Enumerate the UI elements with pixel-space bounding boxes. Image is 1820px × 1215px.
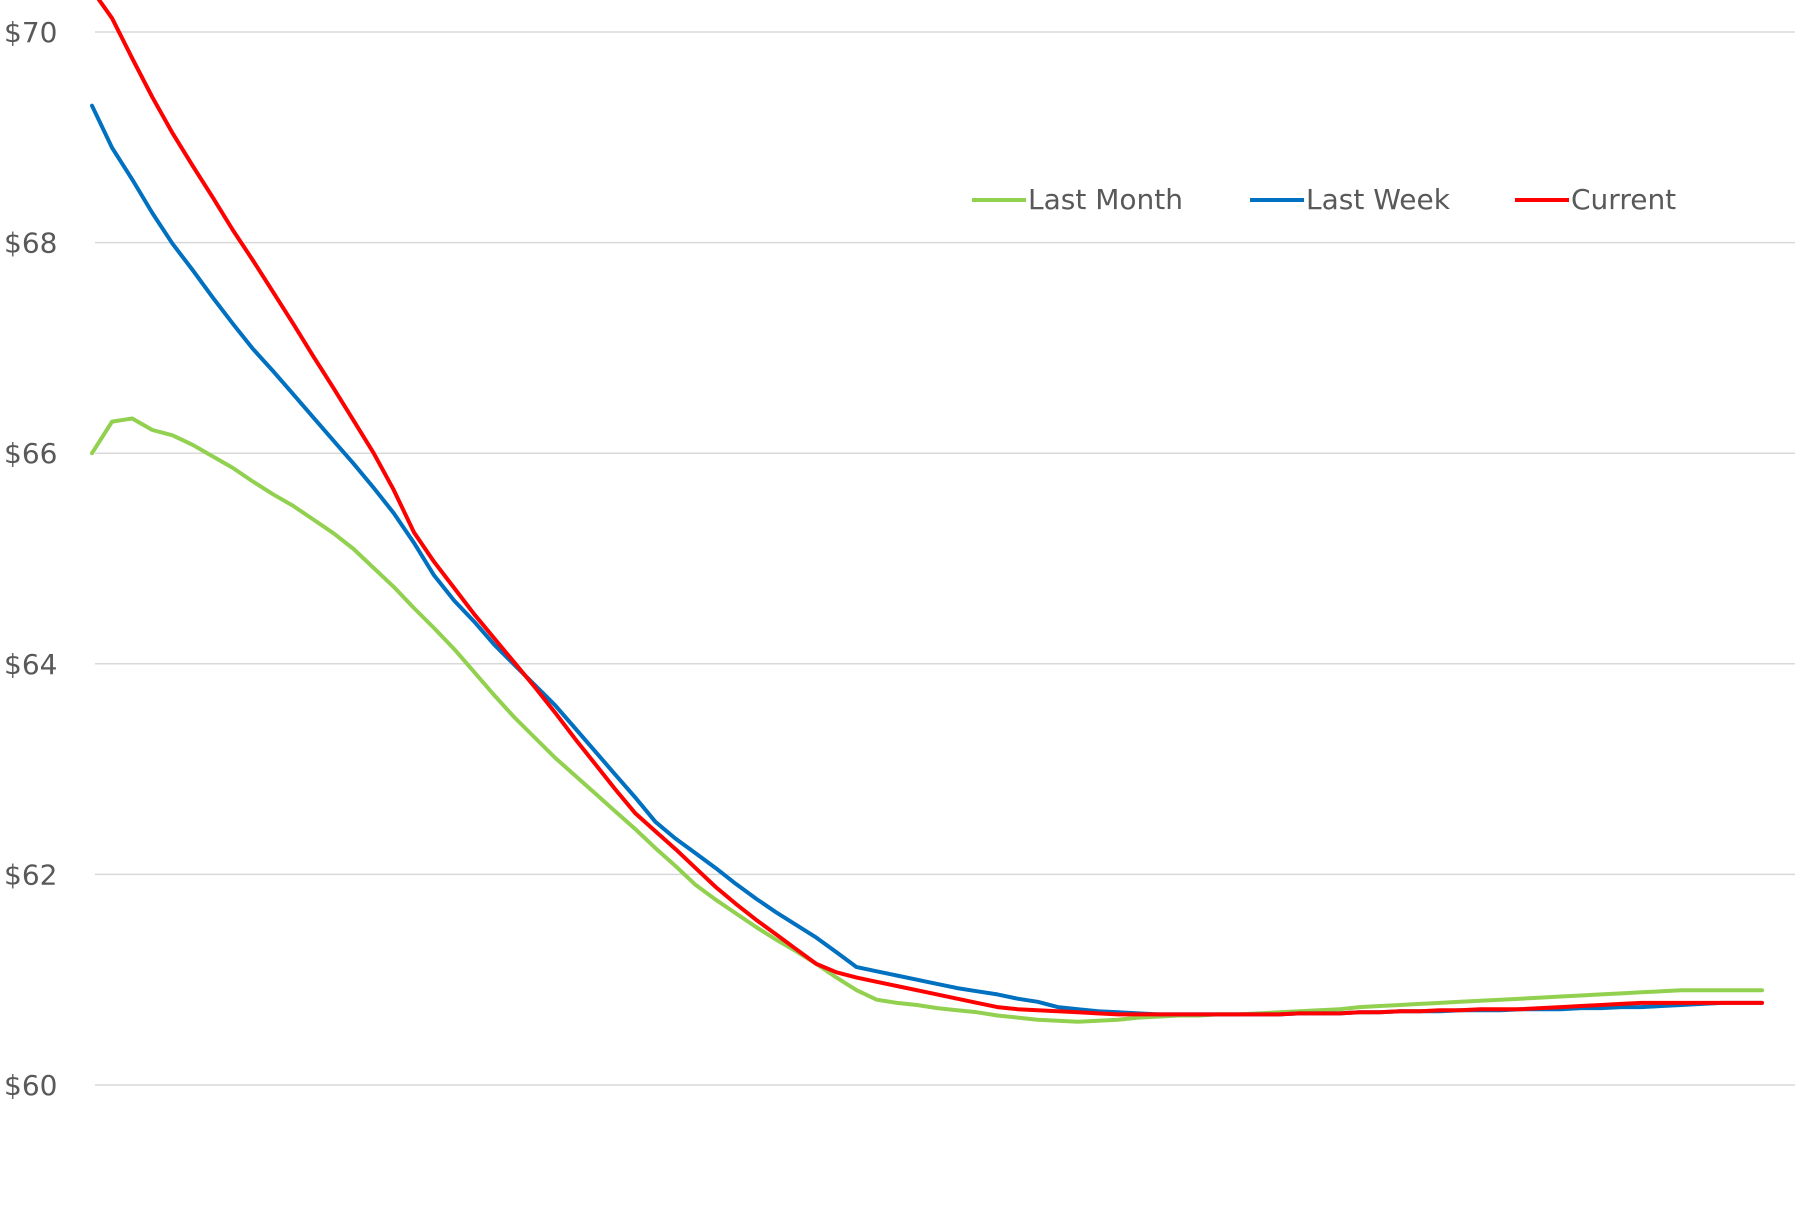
y-tick-label: $62: [4, 858, 57, 891]
y-tick-label: $64: [4, 648, 57, 681]
series-lines: [90, 0, 1764, 1024]
y-tick-label: $60: [4, 1069, 57, 1102]
gridlines: [95, 31, 1795, 1086]
y-tick-label: $68: [4, 227, 57, 260]
y-tick-label: $66: [4, 437, 57, 470]
y-tick-label: $70: [4, 16, 57, 49]
y-axis-tick-labels: $60 $62 $64 $66 $68 $70: [4, 16, 57, 1102]
legend-label-current: Current: [1571, 183, 1676, 216]
legend: Last Month Last Week Current: [972, 183, 1676, 216]
series-line-last-month: [90, 416, 1764, 1024]
series-line-current: [96, 0, 1764, 1017]
legend-label-last-week: Last Week: [1306, 183, 1451, 216]
legend-label-last-month: Last Month: [1028, 183, 1183, 216]
